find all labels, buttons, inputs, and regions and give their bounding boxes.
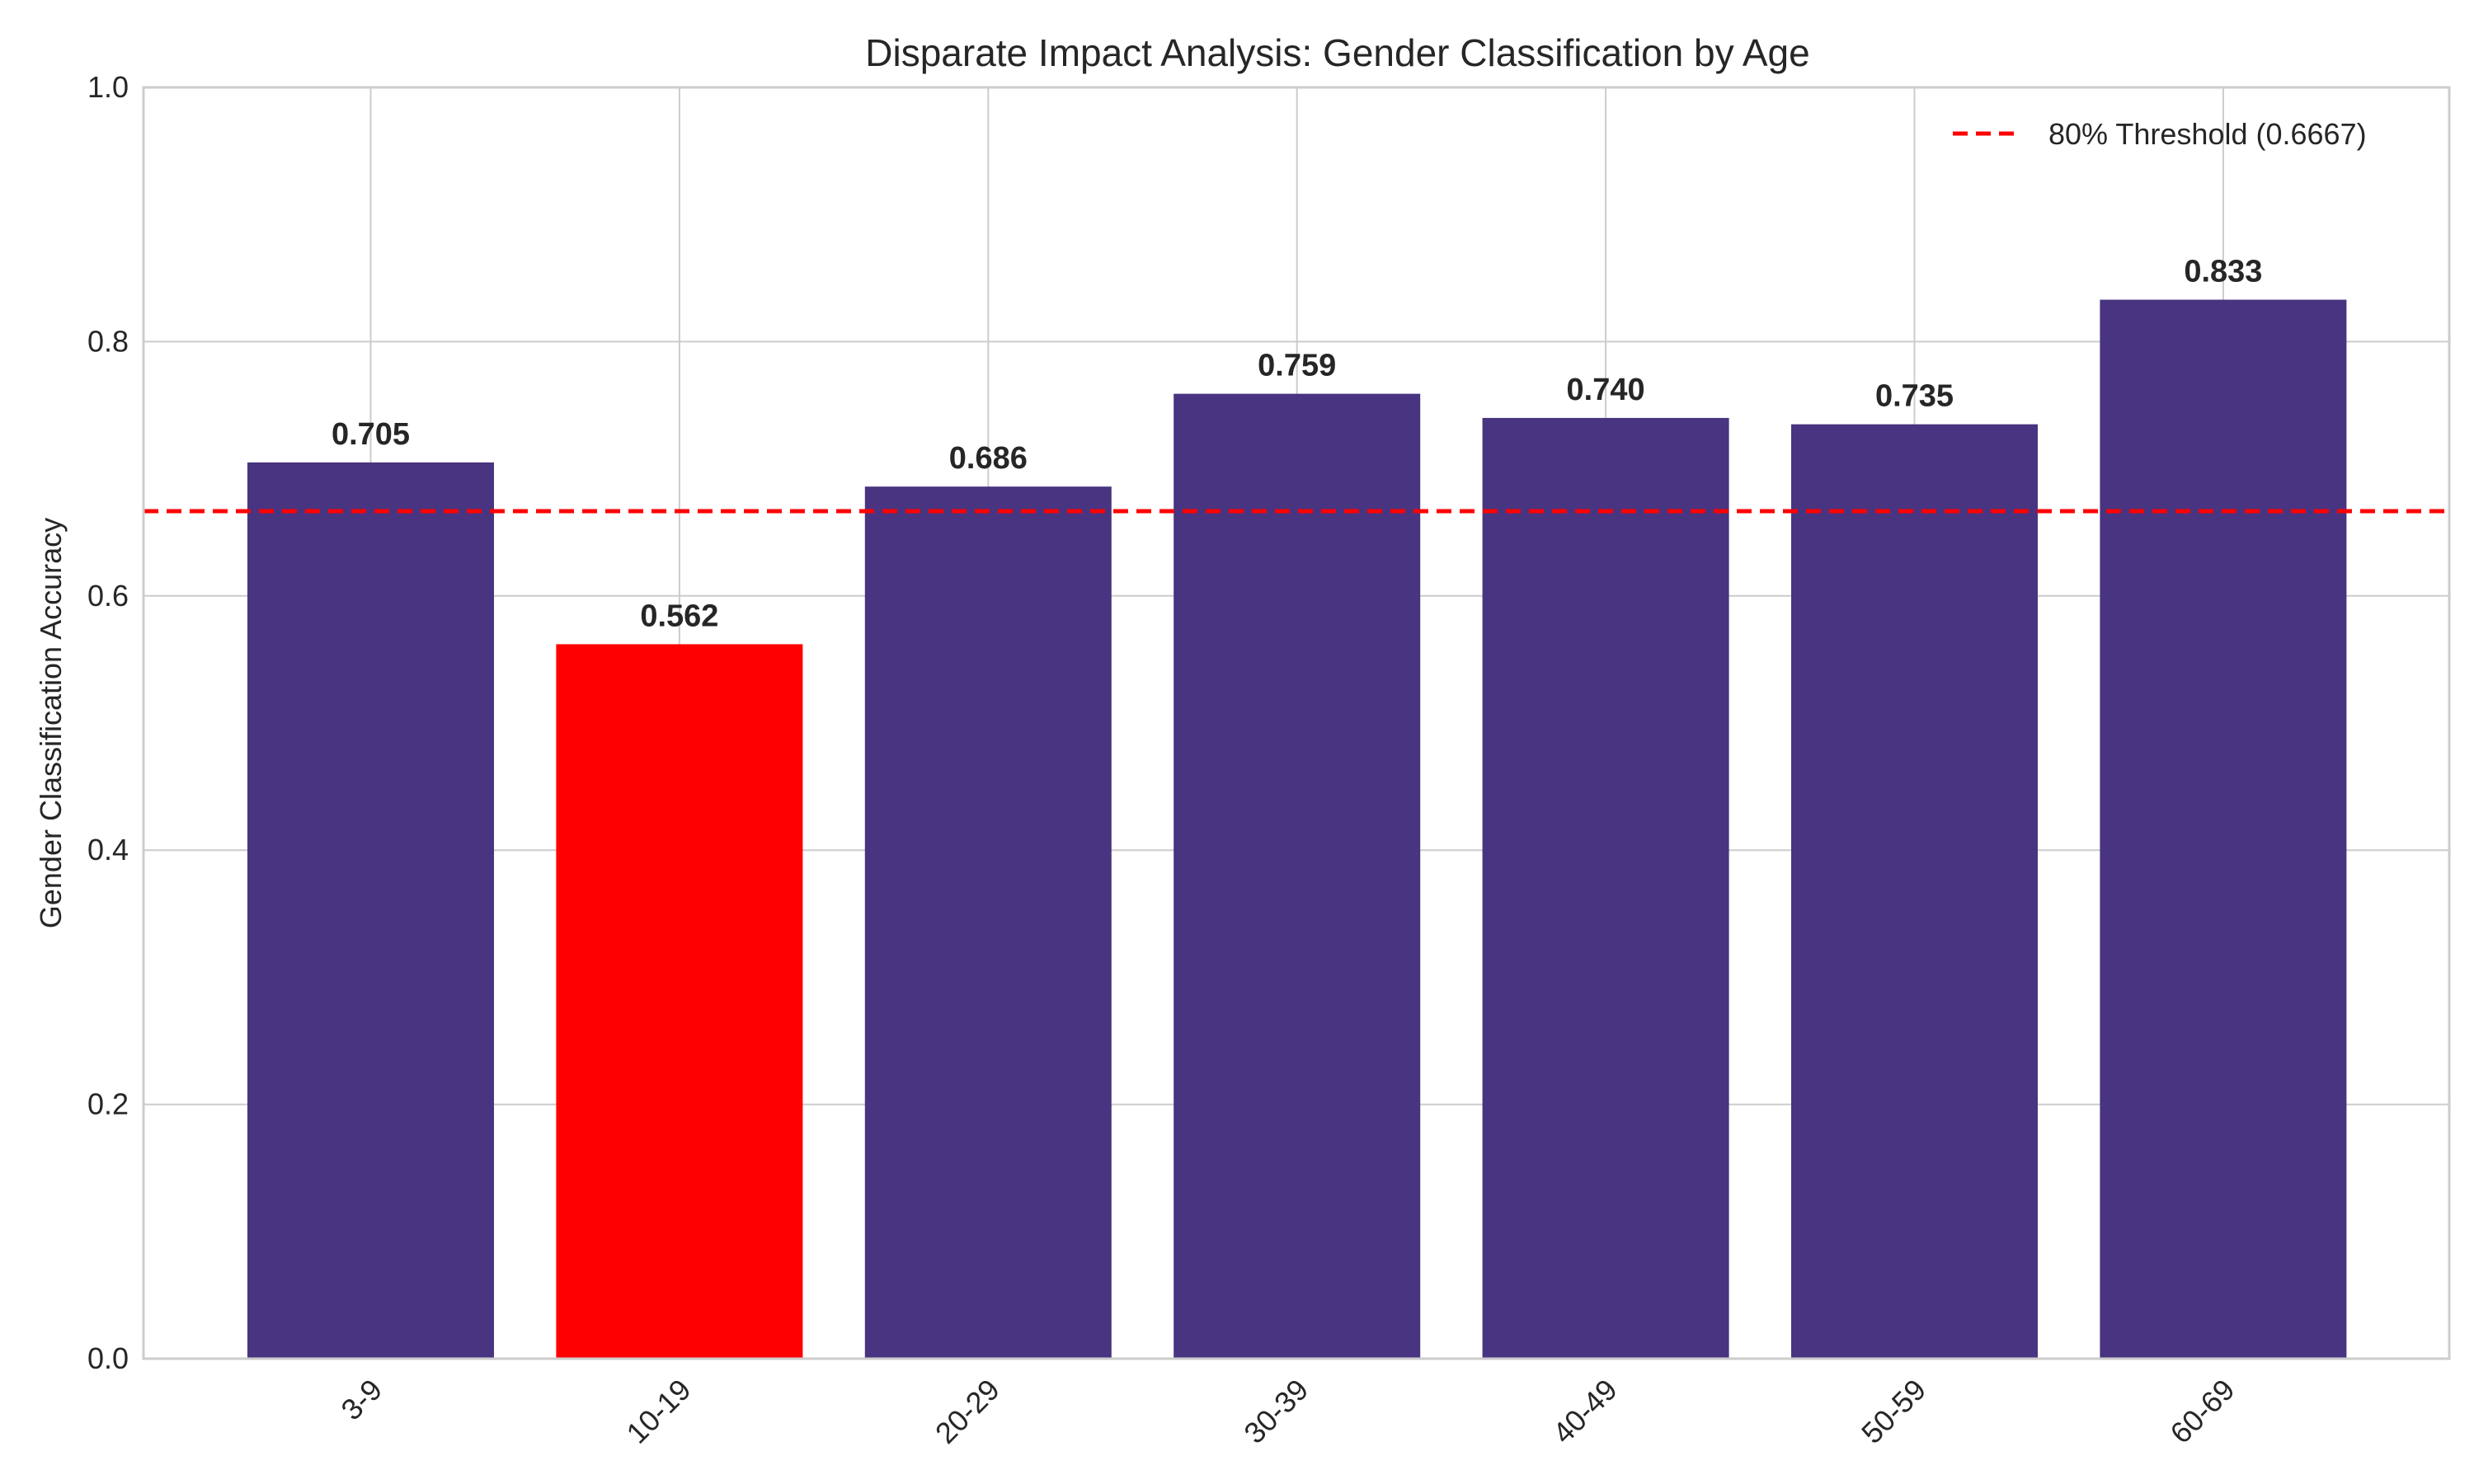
legend: 80% Threshold (0.6667) [1953, 117, 2367, 151]
bar-value-label: 0.740 [1567, 373, 1645, 407]
y-tick-label: 0.2 [87, 1087, 129, 1121]
y-tick-label: 0.8 [87, 324, 129, 358]
y-axis-label: Gender Classification Accuracy [34, 518, 68, 928]
bar-50-59 [1791, 424, 2038, 1359]
bar-value-label: 0.562 [640, 599, 718, 633]
bar-20-29 [864, 486, 1112, 1359]
y-tick-label: 0.6 [87, 579, 129, 613]
bar-value-label: 0.686 [949, 441, 1028, 476]
y-tick-label: 0.4 [87, 833, 129, 866]
legend-threshold-label: 80% Threshold (0.6667) [2048, 117, 2367, 151]
plot-frame [142, 86, 2451, 1360]
bar-3-9 [247, 462, 494, 1359]
bar-value-label: 0.833 [2184, 255, 2262, 289]
bar-30-39 [1174, 393, 1421, 1359]
bar-layer: 0.705 0.562 0.686 0.759 0.740 0.735 0.833 [247, 255, 2347, 1359]
bar-value-label: 0.735 [1875, 379, 1954, 414]
bar-value-label: 0.705 [332, 417, 410, 452]
y-tick-label: 1.0 [87, 70, 129, 104]
y-tick-label: 0.0 [87, 1341, 129, 1375]
bar-40-49 [1482, 417, 1729, 1359]
bar-value-label: 0.759 [1258, 349, 1336, 383]
bar-10-19 [556, 644, 803, 1359]
bar-60-69 [2100, 299, 2347, 1359]
chart-title: Disparate Impact Analysis: Gender Classi… [865, 31, 1809, 74]
